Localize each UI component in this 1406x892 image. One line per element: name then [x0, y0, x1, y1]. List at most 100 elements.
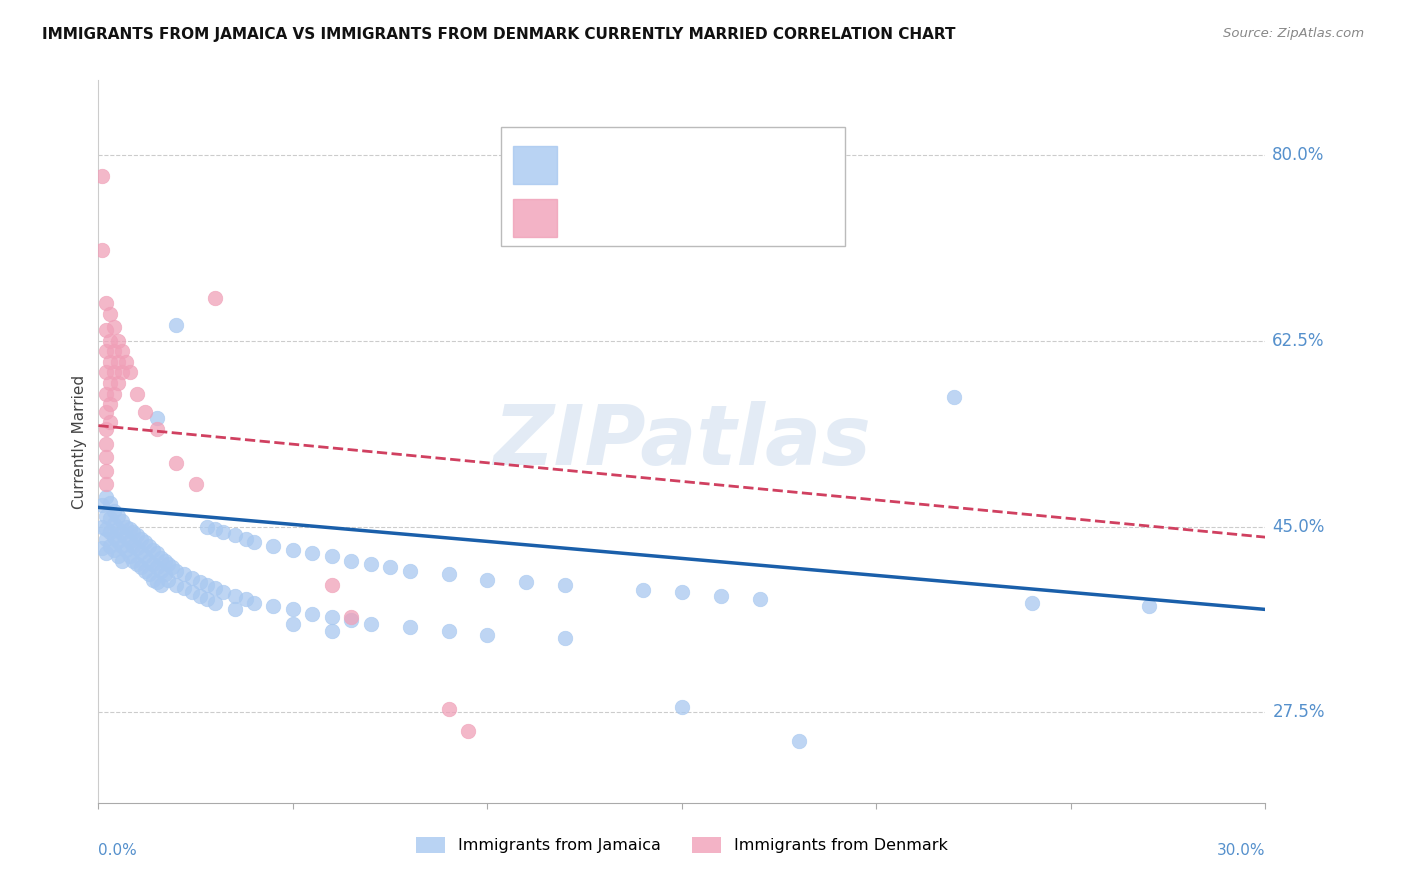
Point — [134, 535, 156, 549]
Point — [212, 585, 235, 599]
Point — [321, 549, 343, 564]
Text: 0.0%: 0.0% — [98, 843, 138, 857]
Point — [301, 546, 323, 560]
Point — [142, 573, 165, 587]
Point — [212, 524, 235, 539]
Point — [111, 553, 134, 567]
Point — [118, 366, 141, 380]
Point — [98, 524, 121, 539]
Point — [114, 355, 136, 369]
Point — [195, 578, 218, 592]
Point — [98, 334, 121, 348]
Point — [91, 541, 114, 555]
Text: 62.5%: 62.5% — [1272, 332, 1324, 350]
Point — [281, 542, 304, 557]
Point — [149, 551, 172, 566]
Text: 45.0%: 45.0% — [1272, 517, 1324, 535]
Point — [114, 530, 136, 544]
Point — [437, 702, 460, 716]
Point — [111, 366, 134, 380]
Point — [398, 564, 420, 578]
Point — [437, 567, 460, 582]
Point — [235, 591, 257, 606]
Point — [96, 323, 118, 337]
Point — [262, 539, 284, 553]
Point — [281, 617, 304, 632]
Point — [111, 344, 134, 359]
Point — [165, 456, 187, 470]
Point — [243, 535, 266, 549]
Point — [96, 296, 118, 310]
Point — [224, 602, 246, 616]
Point — [98, 511, 121, 525]
Point — [98, 416, 121, 430]
Point — [710, 589, 733, 603]
Point — [173, 581, 195, 595]
Point — [380, 560, 402, 574]
Point — [96, 436, 118, 450]
Point — [96, 477, 118, 491]
Point — [224, 589, 246, 603]
Point — [103, 319, 125, 334]
Point — [204, 522, 226, 536]
Point — [134, 549, 156, 564]
Point — [96, 344, 118, 359]
Point — [96, 366, 118, 380]
Point — [118, 549, 141, 564]
Point — [91, 244, 114, 258]
Point — [107, 534, 129, 549]
Point — [107, 376, 129, 390]
Point — [91, 169, 114, 183]
Text: R =  −0.137    N = 40: R = −0.137 N = 40 — [571, 211, 761, 226]
Text: Source: ZipAtlas.com: Source: ZipAtlas.com — [1223, 27, 1364, 40]
Point — [107, 549, 129, 564]
Point — [107, 334, 129, 348]
Point — [787, 734, 810, 748]
Point — [98, 397, 121, 411]
Point — [671, 700, 693, 714]
Point — [360, 617, 382, 632]
Point — [457, 723, 479, 738]
Point — [96, 405, 118, 419]
Point — [98, 307, 121, 321]
Point — [188, 589, 211, 603]
Point — [149, 564, 172, 578]
Point — [103, 542, 125, 557]
Text: 30.0%: 30.0% — [1218, 843, 1265, 857]
Point — [96, 422, 118, 436]
Point — [142, 542, 165, 557]
Point — [127, 386, 149, 401]
Point — [103, 503, 125, 517]
Point — [301, 607, 323, 621]
Point — [165, 318, 187, 332]
Point — [134, 405, 156, 419]
Point — [180, 570, 202, 584]
Point — [165, 578, 187, 592]
Point — [111, 539, 134, 553]
Point — [98, 376, 121, 390]
Point — [554, 578, 576, 592]
Point — [129, 533, 152, 547]
Point — [91, 498, 114, 512]
FancyBboxPatch shape — [513, 146, 557, 185]
Point — [748, 591, 770, 606]
Point — [111, 525, 134, 540]
Point — [1021, 596, 1043, 610]
Point — [243, 596, 266, 610]
Text: R =  −0.320    N = 93: R = −0.320 N = 93 — [571, 158, 761, 173]
Text: 80.0%: 80.0% — [1272, 145, 1324, 163]
Point — [360, 557, 382, 571]
Point — [134, 564, 156, 578]
Legend: Immigrants from Jamaica, Immigrants from Denmark: Immigrants from Jamaica, Immigrants from… — [409, 831, 955, 860]
FancyBboxPatch shape — [501, 128, 845, 246]
Point — [111, 514, 134, 528]
Point — [96, 533, 118, 547]
Point — [114, 519, 136, 533]
Point — [96, 522, 118, 536]
Point — [340, 610, 363, 624]
Point — [146, 574, 169, 589]
Point — [204, 581, 226, 595]
Point — [129, 560, 152, 574]
Point — [107, 508, 129, 523]
Point — [321, 624, 343, 638]
